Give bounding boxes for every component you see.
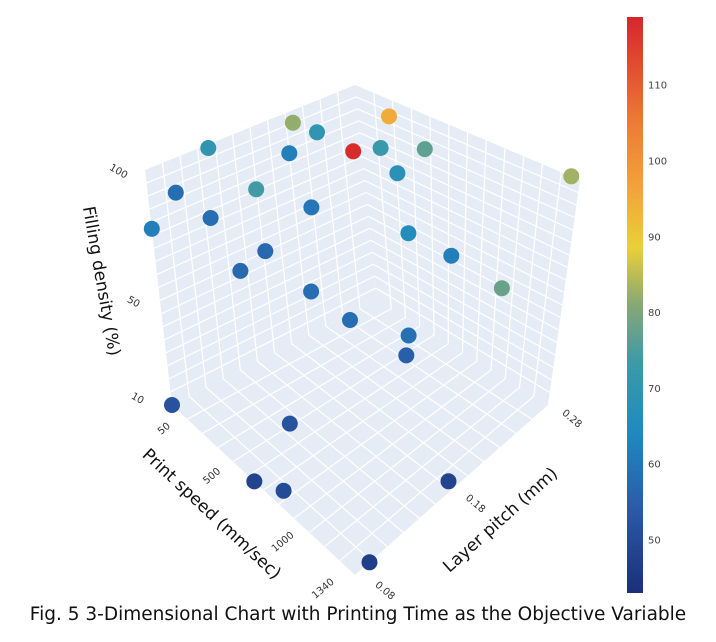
gridline-speed: [518, 164, 544, 388]
colorbar-tick-label: 110: [648, 81, 667, 92]
data-point: [443, 247, 460, 264]
gridline-speed: [461, 132, 469, 353]
gridline-pitch: [336, 92, 361, 309]
colorbar-tick-label: 70: [648, 384, 661, 395]
data-point: [281, 415, 298, 432]
data-point: [309, 124, 325, 141]
data-point: [400, 225, 417, 242]
data-point: [440, 473, 457, 490]
x-tick-label: 1000: [270, 530, 297, 555]
data-point: [381, 108, 397, 125]
gridline-speed: [533, 172, 562, 397]
data-point: [246, 473, 263, 490]
gridline-pitch: [249, 127, 276, 353]
gridline-speed: [490, 148, 506, 371]
data-point: [303, 199, 320, 216]
data-point: [303, 283, 320, 300]
gridline-speed: [447, 124, 450, 344]
gridline-pitch: [266, 120, 293, 344]
gridline-pitch: [196, 148, 224, 379]
data-point: [143, 220, 160, 237]
gridline-pitch: [359, 308, 533, 420]
x-tick-label: 1340: [310, 577, 337, 602]
gridline-speed: [373, 92, 392, 309]
gridline-speed: [339, 395, 535, 562]
data-point: [342, 312, 358, 328]
data-point: [275, 482, 292, 499]
colorbar-tick-label: 60: [648, 460, 661, 471]
gridline-speed: [476, 140, 487, 362]
data-point: [232, 262, 249, 279]
gridline-speed: [410, 108, 421, 327]
gridline-pitch: [179, 155, 207, 388]
y-tick-label: 0.28: [560, 408, 584, 431]
z-tick-label: 10: [129, 391, 146, 407]
data-point: [361, 554, 378, 571]
data-point: [248, 181, 265, 198]
data-point: [372, 140, 389, 156]
colorbar-gradient: [627, 17, 643, 593]
data-point: [416, 141, 433, 158]
data-point: [167, 184, 184, 201]
y-tick-label: 0.08: [373, 580, 397, 603]
data-point: [400, 327, 417, 344]
data-point: [284, 114, 301, 131]
data-point: [257, 243, 274, 260]
figure-caption: Fig. 5 3-Dimensional Chart with Printing…: [29, 604, 687, 625]
data-points: [143, 108, 580, 571]
gridline-speed: [324, 387, 520, 548]
colorbar: 50 60 70 80 90 100 110: [627, 17, 667, 593]
x-tick-label: 50: [156, 421, 173, 438]
z-axis-title: Filling density (%): [78, 205, 124, 358]
gridline-speed: [391, 100, 407, 318]
z-tick-label: 100: [107, 162, 129, 181]
gridlines: [146, 92, 579, 562]
data-point: [200, 140, 217, 156]
x-tick-label: 500: [201, 466, 223, 487]
data-point: [493, 280, 510, 297]
colorbar-tick-label: 100: [648, 157, 667, 168]
data-point: [202, 210, 219, 226]
colorbar-tick-label: 90: [648, 232, 661, 243]
gridline-pitch: [161, 162, 190, 397]
gridline-pitch: [214, 141, 241, 371]
gridline-pitch: [301, 106, 327, 327]
data-point: [389, 165, 406, 182]
gridline-pitch: [231, 134, 259, 362]
data-point: [398, 347, 415, 364]
z-tick-label: 50: [125, 294, 142, 310]
data-point: [281, 145, 298, 162]
gridline-speed: [504, 156, 525, 379]
data-point: [563, 168, 580, 185]
y-tick-label: 0.18: [463, 493, 487, 516]
z-axis-label: Filling density (%): [78, 205, 124, 358]
colorbar-tick-label: 80: [648, 308, 661, 319]
colorbar-tick-label: 50: [648, 535, 661, 546]
data-point: [164, 397, 180, 413]
data-point: [345, 143, 362, 160]
wall-pitch-max: [355, 85, 580, 405]
